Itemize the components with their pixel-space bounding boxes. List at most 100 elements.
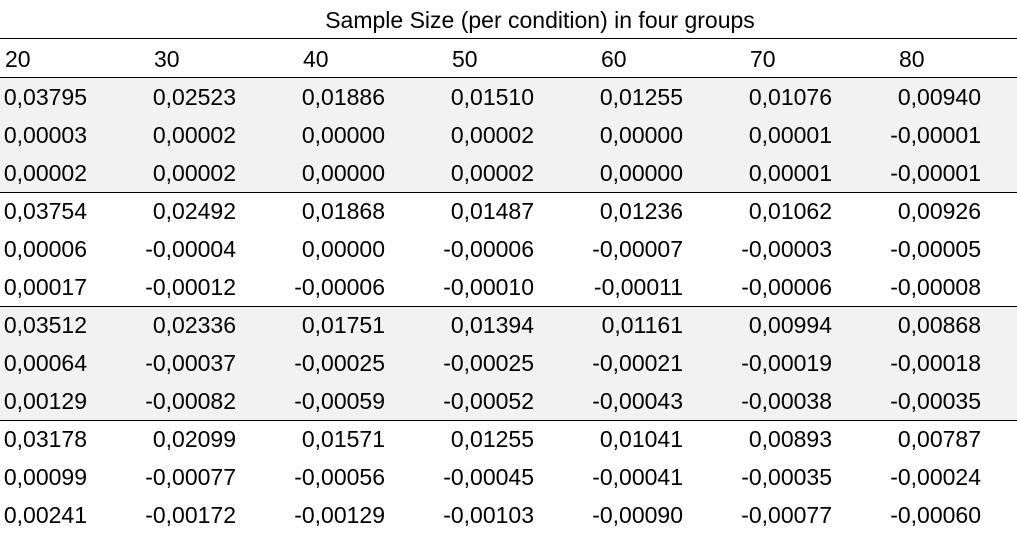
cell: 0,00787 [897, 426, 981, 452]
cell: 0,02523 [152, 84, 236, 110]
cell: 0,00002 [152, 160, 236, 186]
cell: -0,00025 [294, 350, 385, 376]
cell: -0,00045 [443, 464, 534, 490]
cell: 0,00000 [599, 122, 683, 148]
cell: 0,02492 [152, 198, 236, 224]
cell: -0,00129 [294, 502, 385, 528]
cell: 0,03178 [3, 426, 87, 452]
cell: 0,02099 [152, 426, 236, 452]
cell: 0,01255 [599, 84, 683, 110]
cell: 0,00002 [450, 122, 534, 148]
cell: 0,01161 [601, 312, 683, 338]
cell: 0,01062 [748, 198, 832, 224]
cell: -0,00006 [741, 274, 832, 300]
cell: 0,01751 [301, 312, 385, 338]
cell: -0,00103 [443, 502, 534, 528]
cell: -0,00008 [890, 274, 981, 300]
cell: -0,00056 [294, 464, 385, 490]
cell: -0,00011 [593, 274, 683, 300]
column-header: 80 [899, 46, 925, 72]
cell: 0,01394 [450, 312, 534, 338]
cell: 0,01886 [301, 84, 385, 110]
rule [0, 38, 1017, 39]
cell: 0,00006 [3, 236, 87, 262]
cell: 0,00000 [301, 236, 385, 262]
table-title: Sample Size (per condition) in four grou… [325, 7, 755, 33]
cell: 0,01571 [301, 426, 385, 452]
cell: 0,00994 [748, 312, 832, 338]
cell: 0,01868 [301, 198, 385, 224]
cell: -0,00052 [443, 388, 534, 414]
cell: 0,00000 [301, 160, 385, 186]
column-header: 70 [750, 46, 776, 72]
cell: -0,00172 [145, 502, 236, 528]
cell: 0,00002 [152, 122, 236, 148]
cell: -0,00077 [741, 502, 832, 528]
cell: -0,00010 [443, 274, 534, 300]
cell: -0,00004 [145, 236, 236, 262]
cell: -0,00012 [145, 274, 236, 300]
cell: -0,00035 [741, 464, 832, 490]
cell: 0,00064 [3, 350, 87, 376]
rule [0, 420, 1017, 421]
cell: -0,00038 [741, 388, 832, 414]
cell: -0,00025 [443, 350, 534, 376]
cell: -0,00019 [741, 350, 832, 376]
column-header: 60 [601, 46, 627, 72]
cell: 0,02336 [152, 312, 236, 338]
cell: 0,00001 [748, 160, 832, 186]
cell: 0,01236 [599, 198, 683, 224]
cell: 0,00926 [897, 198, 981, 224]
cell: -0,00082 [145, 388, 236, 414]
cell: -0,00001 [890, 160, 981, 186]
column-header: 30 [154, 46, 180, 72]
cell: -0,00043 [592, 388, 683, 414]
group-band [0, 77, 1017, 192]
cell: -0,00037 [145, 350, 236, 376]
cell: 0,00002 [450, 160, 534, 186]
cell: 0,00241 [3, 502, 87, 528]
column-header: 50 [452, 46, 478, 72]
cell: 0,00003 [3, 122, 87, 148]
cell: -0,00035 [890, 388, 981, 414]
cell: 0,01076 [748, 84, 832, 110]
group-band [0, 306, 1017, 420]
cell: -0,00005 [890, 236, 981, 262]
cell: 0,00940 [897, 84, 981, 110]
cell: -0,00006 [294, 274, 385, 300]
cell: 0,00893 [748, 426, 832, 452]
cell: -0,00059 [294, 388, 385, 414]
cell: 0,00017 [3, 274, 87, 300]
rule [0, 77, 1017, 78]
cell: -0,00003 [741, 236, 832, 262]
cell: 0,00099 [3, 464, 87, 490]
cell: 0,01487 [450, 198, 534, 224]
cell: 0,01041 [599, 426, 683, 452]
cell: -0,00007 [592, 236, 683, 262]
rule [0, 192, 1017, 193]
column-header: 20 [5, 46, 31, 72]
cell: 0,00868 [897, 312, 981, 338]
cell: -0,00041 [592, 464, 683, 490]
cell: 0,00000 [301, 122, 385, 148]
cell: -0,00077 [145, 464, 236, 490]
rule [0, 306, 1017, 307]
cell: -0,00024 [890, 464, 981, 490]
cell: -0,00018 [890, 350, 981, 376]
cell: 0,03795 [3, 84, 87, 110]
column-header: 40 [303, 46, 329, 72]
cell: 0,00001 [748, 122, 832, 148]
cell: -0,00021 [592, 350, 683, 376]
cell: -0,00001 [890, 122, 981, 148]
cell: 0,00002 [3, 160, 87, 186]
cell: 0,03512 [3, 312, 87, 338]
cell: 0,00000 [599, 160, 683, 186]
cell: 0,01510 [450, 84, 534, 110]
cell: -0,00090 [592, 502, 683, 528]
cell: 0,00129 [3, 388, 87, 414]
cell: -0,00006 [443, 236, 534, 262]
cell: 0,01255 [450, 426, 534, 452]
cell: 0,03754 [3, 198, 87, 224]
cell: -0,00060 [890, 502, 981, 528]
